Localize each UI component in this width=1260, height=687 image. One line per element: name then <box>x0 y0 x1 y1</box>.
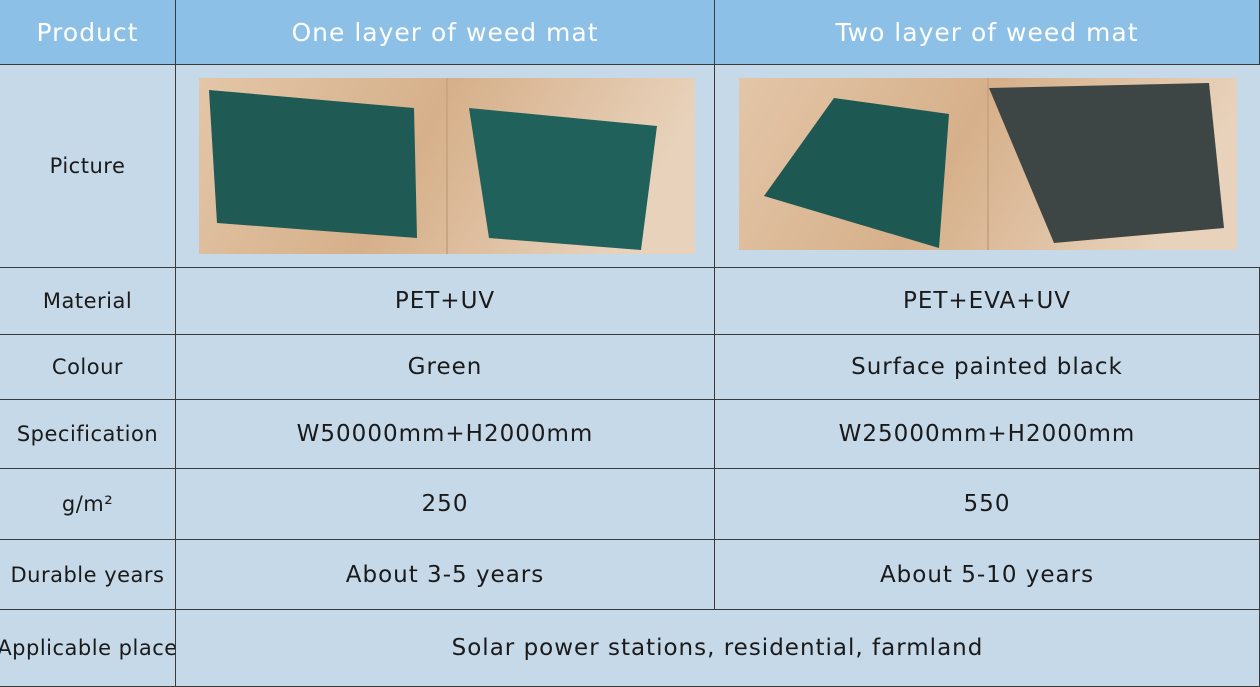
divider <box>176 65 715 268</box>
cell: PET+UV <box>176 268 715 335</box>
cell: About 5-10 years <box>715 540 1260 610</box>
cell: Green <box>176 335 715 400</box>
row-label: g/m² <box>0 469 176 540</box>
header-cell: Two layer of weed mat <box>715 0 1260 65</box>
header-cell: Product <box>0 0 176 65</box>
row-label: Specification <box>0 400 176 469</box>
row-label: Material <box>0 268 176 335</box>
row-label: Colour <box>0 335 176 400</box>
cell: PET+EVA+UV <box>715 268 1260 335</box>
cell: About 3-5 years <box>176 540 715 610</box>
header-cell: One layer of weed mat <box>176 0 715 65</box>
cell: 550 <box>715 469 1260 540</box>
product-photo <box>199 78 695 254</box>
row-label: Durable years <box>0 540 176 610</box>
cell: W25000mm+H2000mm <box>715 400 1260 469</box>
row-label: Picture <box>0 65 176 268</box>
cell: W50000mm+H2000mm <box>176 400 715 469</box>
row-label: Applicable place <box>0 610 176 687</box>
cell: Surface painted black <box>715 335 1260 400</box>
cell: Solar power stations, residential, farml… <box>176 610 1260 687</box>
cell: 250 <box>176 469 715 540</box>
product-photo <box>739 78 1237 250</box>
